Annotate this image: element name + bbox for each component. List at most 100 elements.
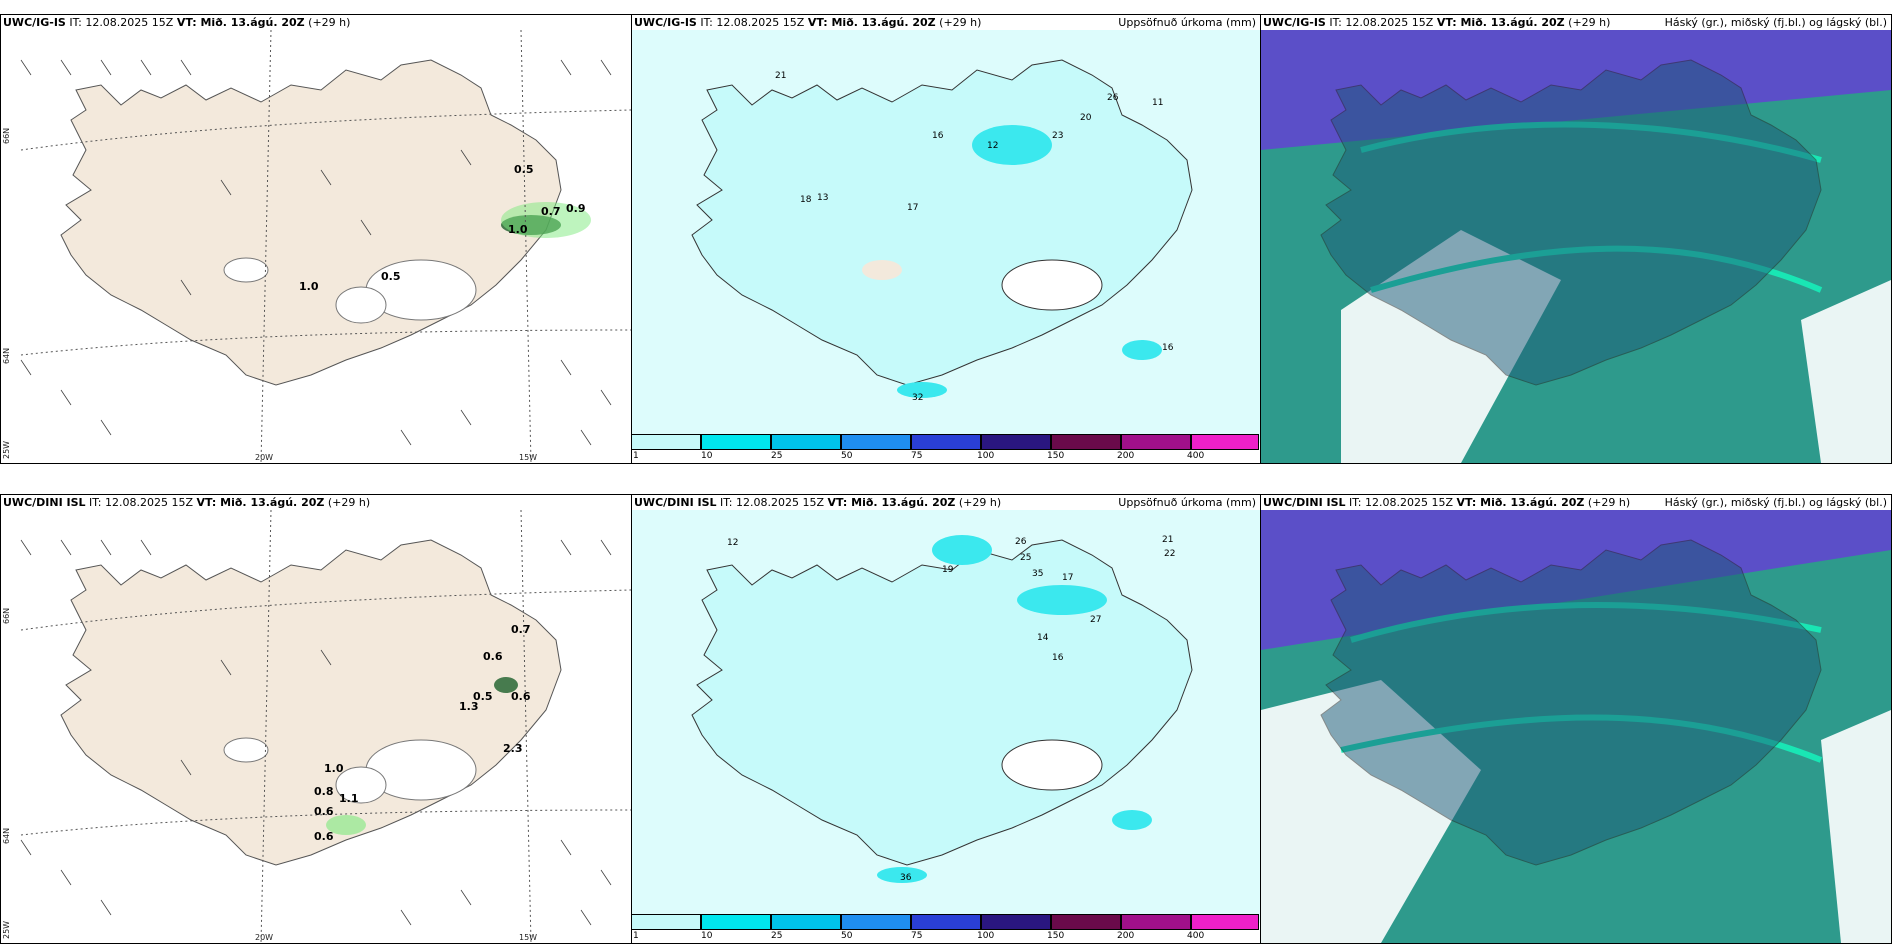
colorbar-swatch (911, 434, 981, 450)
colorbar-tick: 1 (633, 931, 639, 941)
init-time: IT: 12.08.2025 15Z (1349, 496, 1454, 509)
value-label: 16 (1162, 343, 1174, 353)
value-label: 0.6 (511, 690, 531, 703)
colorbar-swatch (1051, 434, 1121, 450)
valid-time: VT: Mið. 13.ágú. 20Z (1436, 16, 1565, 29)
lon-label: 25W (2, 921, 11, 939)
value-label: 14 (1037, 633, 1049, 643)
value-label: 25 (1020, 553, 1031, 563)
dini-precip-map: 26 25 21 22 27 17 19 35 36 12 14 16 (632, 510, 1260, 923)
lead-time: (+29 h) (1587, 496, 1631, 509)
value-label: 1.0 (508, 223, 528, 236)
ig-precip-panel: 26 23 20 21 18 13 16 17 32 12 11 16 UWC/… (631, 14, 1261, 464)
ig-wind-panel: 0.5 0.7 0.9 1.0 0.5 1.0 66N 64N 25W 20W … (0, 14, 632, 464)
precip-blob (494, 677, 518, 693)
value-label: 0.5 (514, 163, 534, 176)
lead-time: (+29 h) (1568, 16, 1611, 29)
colorbar-tick: 1 (633, 451, 639, 461)
precip-blob (501, 202, 591, 238)
colorbar-tick: 75 (911, 451, 923, 461)
init-time: IT: 12.08.2025 15Z (1329, 16, 1434, 29)
value-label: 1.3 (459, 700, 479, 713)
dini-precip-panel: 26 25 21 22 27 17 19 35 36 12 14 16 UWC/… (631, 494, 1261, 944)
colorbar-swatch (1121, 434, 1191, 450)
valid-time: VT: Mið. 13.ágú. 20Z (807, 16, 936, 29)
value-label: 17 (1062, 573, 1073, 583)
valid-time: VT: Mið. 13.ágú. 20Z (196, 496, 325, 509)
panel-subtitle: Uppsöfnuð úrkoma (mm) (1118, 16, 1256, 29)
colorbar-swatch (981, 914, 1051, 930)
value-label: 22 (1164, 549, 1175, 559)
ig-precip-map: 26 23 20 21 18 13 16 17 32 12 11 16 (632, 30, 1260, 443)
precip-colorbar: 1 10 25 50 75 100 150 200 400 (631, 434, 1259, 461)
colorbar-swatch (771, 914, 841, 930)
lead-time: (+29 h) (327, 496, 371, 509)
value-label: 2.3 (503, 742, 523, 755)
ig-wind-map: 0.5 0.7 0.9 1.0 0.5 1.0 66N 64N 25W 20W … (1, 30, 631, 463)
value-label: 12 (727, 538, 738, 548)
colorbar-swatch (631, 914, 701, 930)
value-label: 21 (775, 71, 786, 81)
value-label: 19 (942, 565, 954, 575)
value-label: 18 (800, 195, 812, 205)
lon-label: 15W (519, 933, 537, 942)
colorbar-swatch (771, 434, 841, 450)
colorbar-swatch (1121, 914, 1191, 930)
dini-wind-map: 0.7 0.6 0.5 0.6 1.3 2.3 1.0 0.8 1.1 0.6 … (1, 510, 631, 943)
lat-label: 66N (2, 608, 11, 624)
precip-colorbar: 1 10 25 50 75 100 150 200 400 (631, 914, 1259, 941)
panel-subtitle: Háský (gr.), miðský (fj.bl.) og lágský (… (1664, 496, 1887, 509)
colorbar-swatch (1051, 914, 1121, 930)
colorbar-tick: 150 (1047, 931, 1065, 941)
value-label: 1.1 (339, 792, 359, 805)
init-time: IT: 12.08.2025 15Z (89, 496, 194, 509)
init-time: IT: 12.08.2025 15Z (720, 496, 825, 509)
precip-blob (1122, 340, 1162, 360)
wind-barbs (20, 539, 612, 926)
lon-label: 15W (519, 453, 537, 462)
precip-blob (897, 382, 947, 398)
value-label: 0.8 (314, 785, 334, 798)
lat-label: 64N (2, 828, 11, 844)
value-label: 27 (1090, 615, 1101, 625)
value-label: 0.9 (566, 202, 586, 215)
ig-cloud-panel: UWC/IG-IS IT: 12.08.2025 15Z VT: Mið. 13… (1260, 14, 1892, 464)
model-name: UWC/DINI ISL (3, 496, 86, 509)
colorbar-tick: 400 (1187, 451, 1205, 461)
colorbar-tick: 50 (841, 451, 853, 461)
colorbar-tick: 25 (771, 931, 783, 941)
value-label: 36 (900, 873, 912, 883)
dini-wind-panel: 0.7 0.6 0.5 0.6 1.3 2.3 1.0 0.8 1.1 0.6 … (0, 494, 632, 944)
value-label: 0.5 (381, 270, 401, 283)
colorbar-tick: 200 (1117, 931, 1135, 941)
value-label: 1.0 (324, 762, 344, 775)
glacier (1001, 259, 1103, 311)
ig-cloud-map (1261, 30, 1891, 463)
value-label: 35 (1032, 569, 1043, 579)
value-label: 0.6 (314, 805, 334, 818)
colorbar-tick: 400 (1187, 931, 1205, 941)
value-label: 16 (932, 131, 944, 141)
colorbar-swatch (701, 434, 771, 450)
value-label: 26 (1107, 93, 1119, 103)
precip-blob (1112, 810, 1152, 830)
value-label: 0.6 (483, 650, 503, 663)
value-label: 0.5 (473, 690, 493, 703)
model-name: UWC/DINI ISL (1263, 496, 1346, 509)
precip-blob (972, 125, 1052, 165)
lead-time: (+29 h) (308, 16, 351, 29)
lead-time: (+29 h) (939, 16, 982, 29)
panel-title: UWC/DINI ISL IT: 12.08.2025 15Z VT: Mið.… (3, 496, 370, 509)
glacier (1001, 739, 1103, 791)
panel-subtitle: Uppsöfnuð úrkoma (mm) (1118, 496, 1256, 509)
colorbar-swatch (911, 914, 981, 930)
value-label: 13 (817, 193, 828, 203)
value-label: 11 (1152, 98, 1163, 108)
precip-blob (877, 867, 927, 883)
colorbar-swatch (841, 434, 911, 450)
value-label: 32 (912, 393, 923, 403)
value-label: 17 (907, 203, 918, 213)
graticule (20, 30, 631, 463)
colorbar-tick: 200 (1117, 451, 1135, 461)
colorbar-tick: 100 (977, 931, 995, 941)
